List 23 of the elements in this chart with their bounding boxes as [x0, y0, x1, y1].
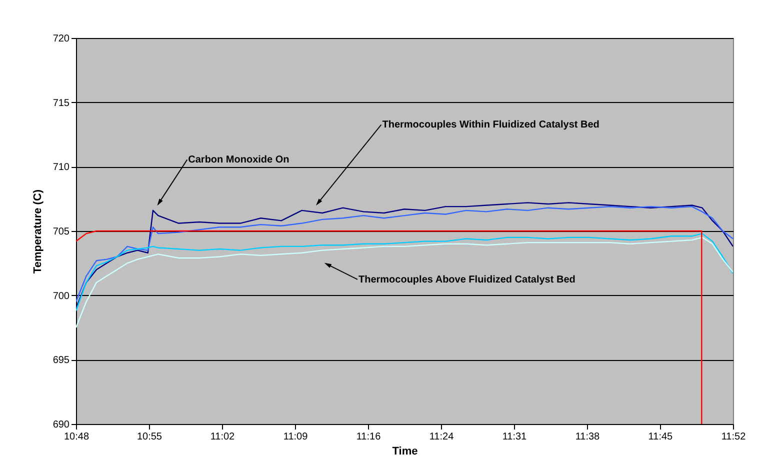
y-tick-label: 715: [52, 98, 70, 109]
y-tick-label: 700: [52, 290, 70, 302]
y-tick-label: 705: [52, 226, 70, 238]
y-tick-label: 695: [52, 355, 70, 366]
x-tick-label: 11:45: [648, 432, 674, 442]
x-tick-label: 11:38: [575, 432, 600, 442]
y-tick-label: 690: [52, 420, 70, 430]
x-tick-label: 11:09: [283, 432, 308, 442]
line-series: [76, 230, 702, 424]
x-tick-label: 11:24: [429, 432, 454, 442]
x-axis-title: Time: [392, 446, 418, 458]
y-tick-label: 710: [52, 162, 70, 174]
y-tick-label: 720: [52, 34, 70, 44]
y-axis-title: Temperature (C): [32, 189, 44, 274]
x-tick-label: 11:02: [210, 432, 236, 442]
x-tick-label: 10:55: [136, 432, 162, 442]
annotation: Thermocouples Within Fluidized Catalyst Bed: [382, 120, 600, 131]
x-tick-label: 11:16: [356, 432, 382, 442]
annotation: Carbon Monoxide On: [188, 154, 290, 166]
x-tick-label: 11:31: [502, 432, 528, 442]
x-tick-label: 11:52: [721, 432, 746, 442]
x-tick-label: 10:48: [64, 432, 90, 442]
annotation: Thermocouples Above Fluidized Catalyst Bed: [358, 274, 576, 286]
